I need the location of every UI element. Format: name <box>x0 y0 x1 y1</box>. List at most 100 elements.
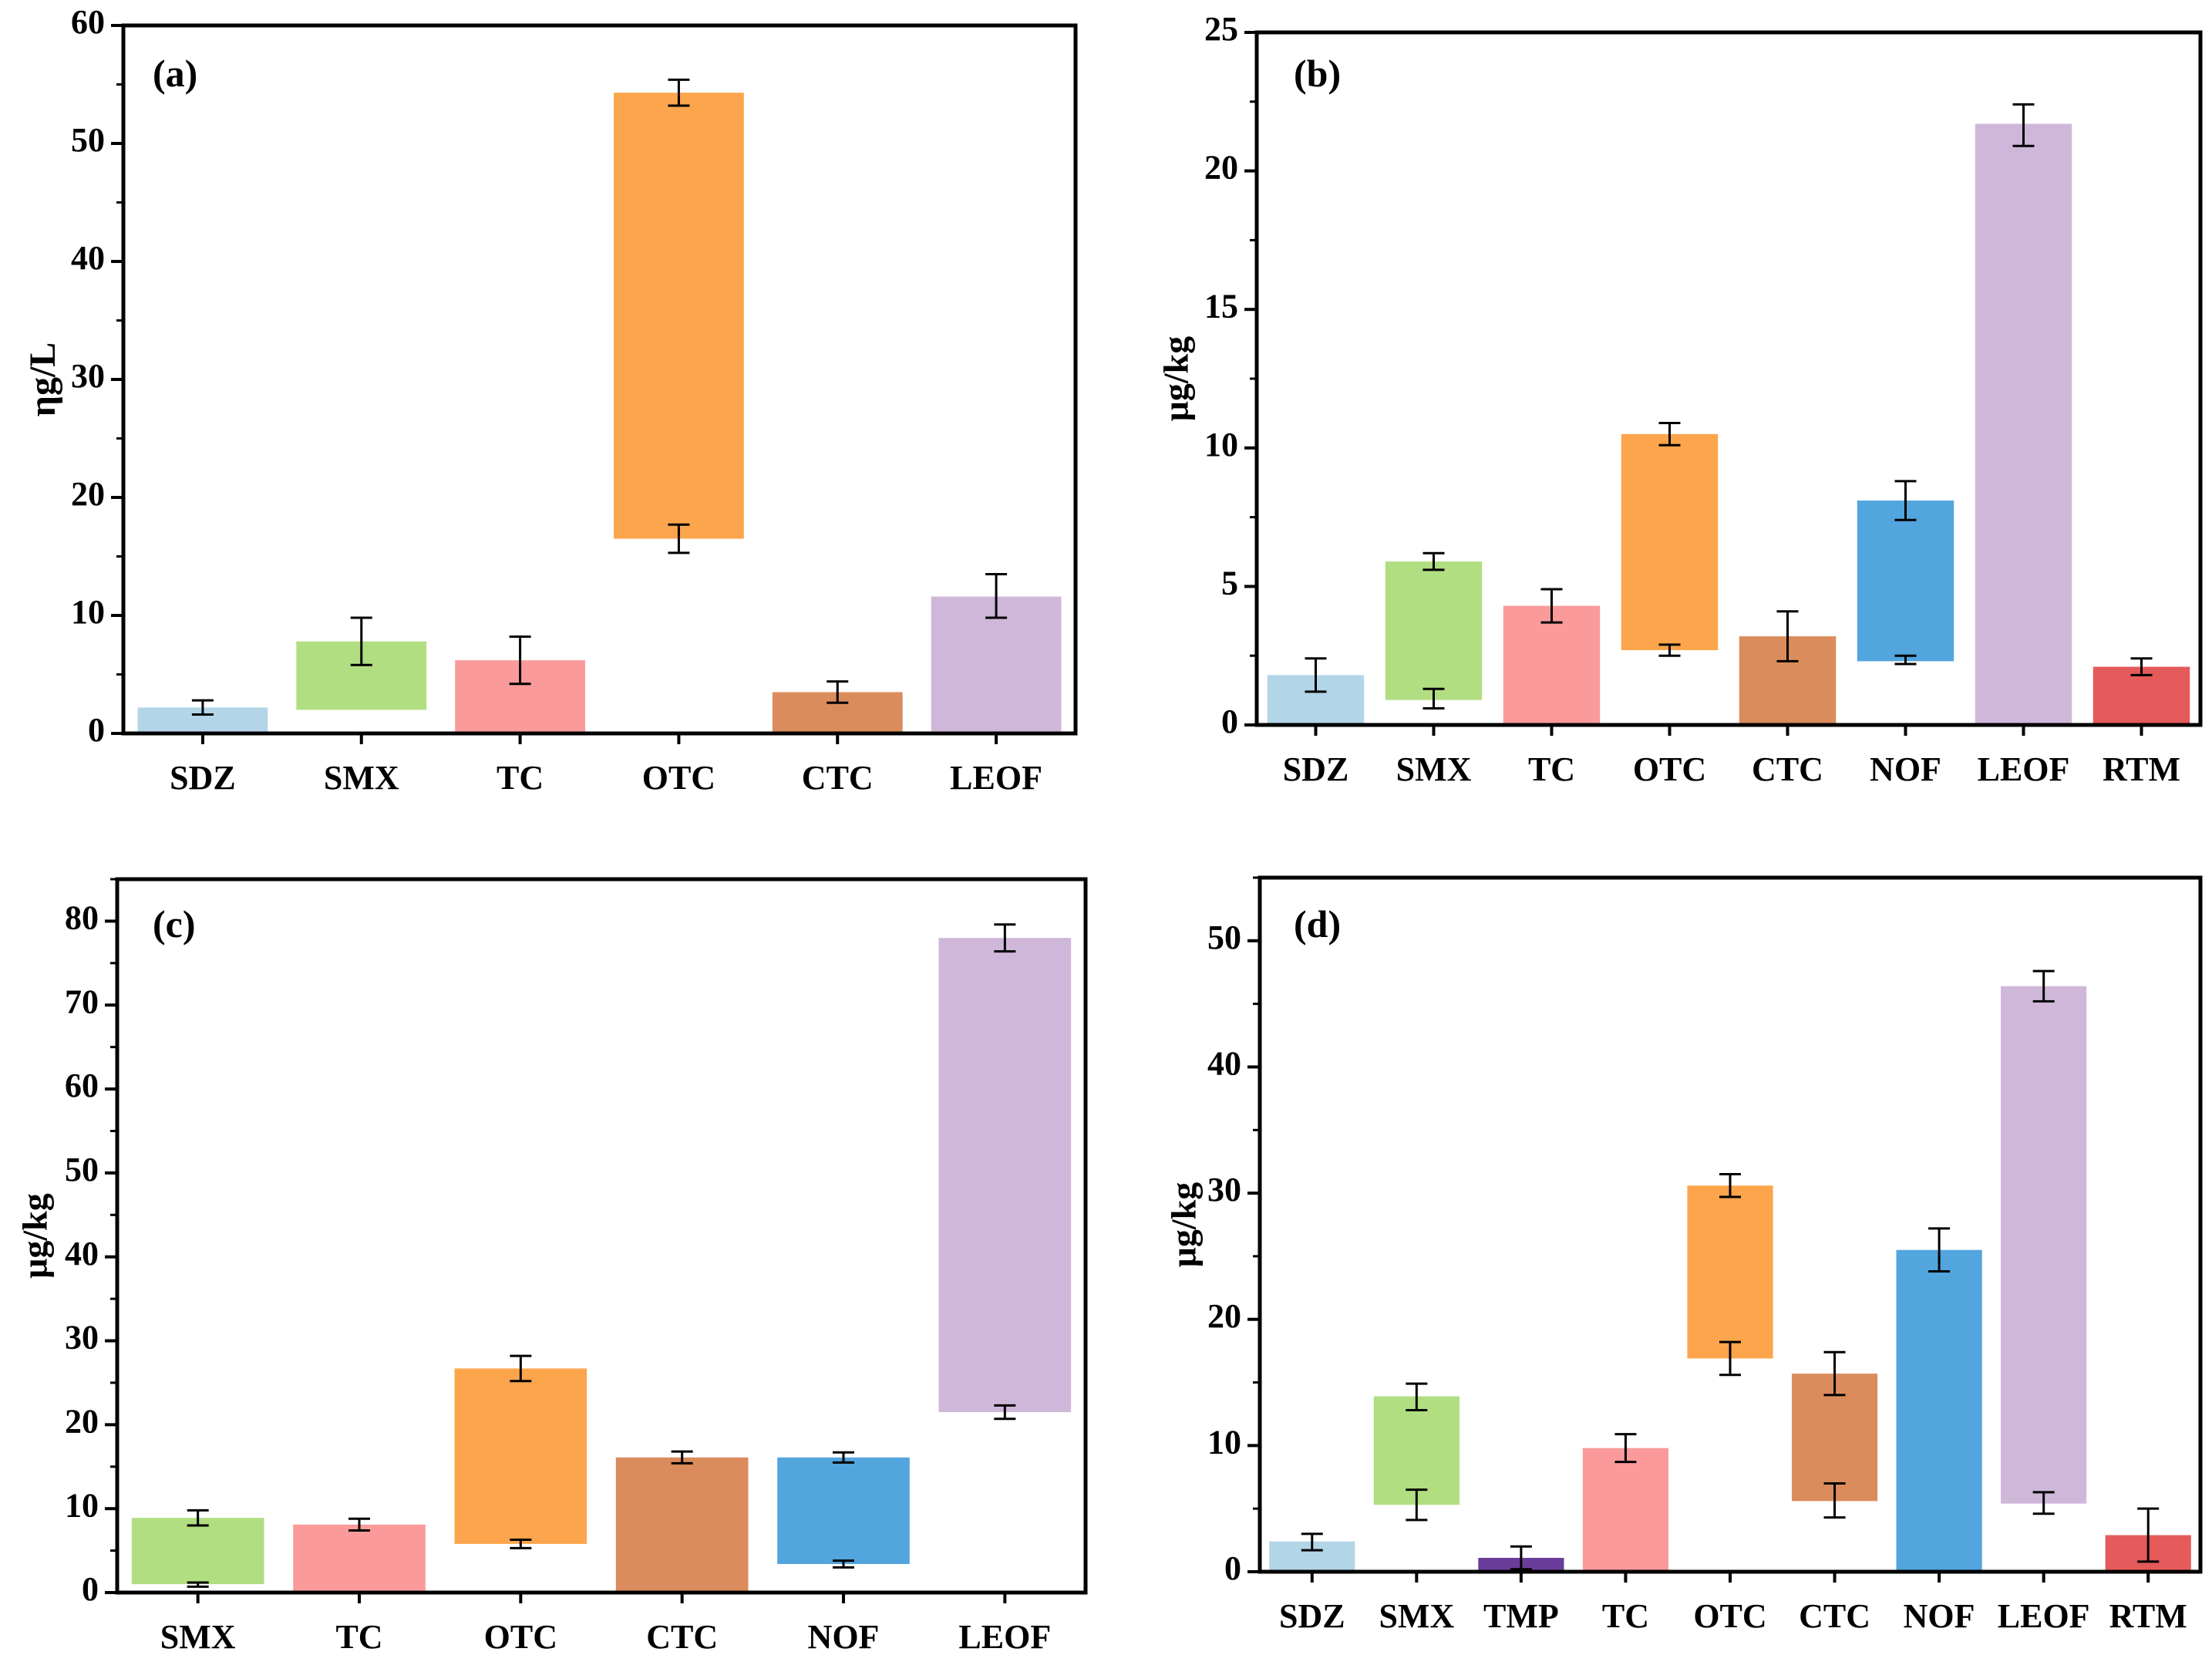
bar-nof <box>1857 501 1954 662</box>
x-tick-label-leof: LEOF <box>950 759 1042 797</box>
error-bar-ctc <box>827 680 849 704</box>
y-tick-label: 0 <box>1221 703 1238 740</box>
x-tick-label-otc: OTC <box>1693 1597 1766 1635</box>
error-bar-tc <box>348 1517 370 1532</box>
x-tick-label-otc: OTC <box>1633 750 1706 788</box>
error-bar-rtm <box>2130 657 2153 676</box>
error-bar-sdz <box>1305 657 1327 693</box>
bar-smx <box>131 1518 264 1585</box>
x-tick-label-tc: TC <box>1528 750 1575 788</box>
x-tick-label-sdz: SDZ <box>170 759 236 797</box>
error-bar-tc <box>509 635 531 686</box>
y-tick-label: 50 <box>71 121 105 159</box>
error-bar-nof <box>833 1451 854 1464</box>
x-tick-label-tc: TC <box>335 1618 382 1656</box>
y-tick-label: 0 <box>88 711 105 749</box>
error-bar-smx <box>187 1581 209 1588</box>
bar-tc <box>1582 1448 1669 1572</box>
x-tick-label-tc: TC <box>497 759 544 797</box>
error-bar-tc <box>1614 1433 1637 1464</box>
error-bar-otc <box>1658 421 1681 447</box>
y-tick-label: 10 <box>1204 426 1238 464</box>
y-tick-label: 5 <box>1221 564 1238 602</box>
y-tick-label: 30 <box>65 1319 99 1357</box>
panel-b-error-bars <box>1305 103 2153 710</box>
y-tick-label: 10 <box>1207 1423 1241 1461</box>
panel-a-bars <box>137 93 1062 733</box>
panel-a-ticks: 0 10 20 30 40 50 60 SDZ SMX TC OTC CTC LEOF <box>71 3 1042 797</box>
panel-b-ticks: 0 5 10 15 20 25 SDZ SMX TC OTC CTC NOF LEOF RTM <box>1204 10 2180 788</box>
y-tick-label: 40 <box>71 239 105 277</box>
y-tick-label: 0 <box>1224 1549 1241 1587</box>
bar-smx <box>1373 1396 1460 1505</box>
x-tick-label-smx: SMX <box>1396 750 1472 788</box>
error-bar-otc <box>510 1538 532 1549</box>
error-bar-nof <box>1894 654 1917 666</box>
error-bar-smx <box>1422 551 1445 571</box>
error-bar-smx <box>1406 1488 1428 1522</box>
x-tick-label-rtm: RTM <box>2109 1597 2187 1635</box>
x-tick-label-nof: NOF <box>1870 750 1941 788</box>
error-bar-ctc <box>1776 610 1799 662</box>
bar-leof <box>931 596 1062 733</box>
x-tick-label-leof: LEOF <box>958 1618 1051 1656</box>
y-tick-label: 20 <box>71 475 105 513</box>
error-bar-rtm <box>2137 1507 2160 1563</box>
panel-c-bars <box>131 938 1072 1593</box>
y-tick-label: 10 <box>71 593 105 631</box>
bar-nof <box>1896 1249 1982 1572</box>
x-tick-label-otc: OTC <box>642 759 715 797</box>
x-tick-label-tmp: TMP <box>1483 1597 1559 1635</box>
x-tick-label-ctc: CTC <box>802 759 874 797</box>
panel-d-label: (d) <box>1294 902 1341 946</box>
x-tick-label-nof: NOF <box>808 1618 880 1656</box>
panel-d-ticks: 0 10 20 30 40 50 SDZ SMX TMP TC OTC CTC NOF LEOF RTM <box>1207 876 2187 1635</box>
x-tick-label-otc: OTC <box>484 1618 557 1656</box>
panel-b: 0 5 10 15 20 25 SDZ SMX TC OTC CTC NOF LEOF RTM (b) μ… <box>1157 10 2203 788</box>
x-tick-label-nof: NOF <box>1904 1597 1975 1635</box>
panel-c-y-axis-label: μg/kg <box>15 1193 55 1278</box>
y-tick-label: 30 <box>71 357 105 395</box>
y-tick-label: 20 <box>1204 149 1238 187</box>
error-bar-tc <box>1540 588 1563 624</box>
x-tick-label-tc: TC <box>1602 1597 1649 1635</box>
y-tick-label: 10 <box>65 1486 99 1524</box>
panel-c-error-bars <box>187 923 1016 1588</box>
y-tick-label: 70 <box>65 983 99 1020</box>
error-bar-leof <box>2012 103 2035 147</box>
error-bar-smx <box>350 616 372 666</box>
y-tick-label: 15 <box>1204 287 1238 325</box>
y-tick-label: 20 <box>65 1402 99 1440</box>
error-bar-leof <box>2032 969 2055 1003</box>
x-tick-label-sdz: SDZ <box>1279 1597 1345 1635</box>
bar-otc <box>1687 1185 1773 1359</box>
panel-d-error-bars <box>1301 969 2160 1571</box>
panel-b-y-axis-label: μg/kg <box>1157 336 1196 421</box>
bar-otc <box>454 1368 588 1544</box>
x-tick-label-ctc: CTC <box>646 1618 718 1656</box>
error-bar-nof <box>1894 480 1917 521</box>
x-tick-label-ctc: CTC <box>1799 1597 1870 1635</box>
y-tick-label: 40 <box>65 1235 99 1273</box>
y-tick-label: 0 <box>82 1570 99 1608</box>
panel-d: 0 10 20 30 40 50 SDZ SMX TMP TC OTC CTC NOF LEOF RTM (… <box>1164 875 2203 1635</box>
bar-tc <box>1503 605 1601 725</box>
y-tick-label: 25 <box>1204 10 1238 48</box>
bar-ctc <box>615 1457 749 1593</box>
error-bar-otc <box>1658 643 1681 657</box>
panel-a-error-bars <box>191 78 1008 716</box>
error-bar-otc <box>1719 1173 1741 1198</box>
panel-a-label: (a) <box>153 52 197 95</box>
y-tick-label: 60 <box>71 3 105 41</box>
error-bar-ctc <box>1823 1350 1846 1397</box>
error-bar-leof <box>994 1404 1016 1421</box>
bar-rtm <box>2092 666 2190 725</box>
panel-d-bars <box>1269 986 2191 1572</box>
bar-leof <box>2001 986 2087 1504</box>
x-tick-label-smx: SMX <box>160 1618 236 1656</box>
x-tick-label-rtm: RTM <box>2103 750 2180 788</box>
error-bar-leof <box>985 572 1008 619</box>
panel-c-ticks: 0 10 20 30 40 50 60 70 80 SMX TC OTC CTC NOF LEOF <box>65 878 1051 1656</box>
